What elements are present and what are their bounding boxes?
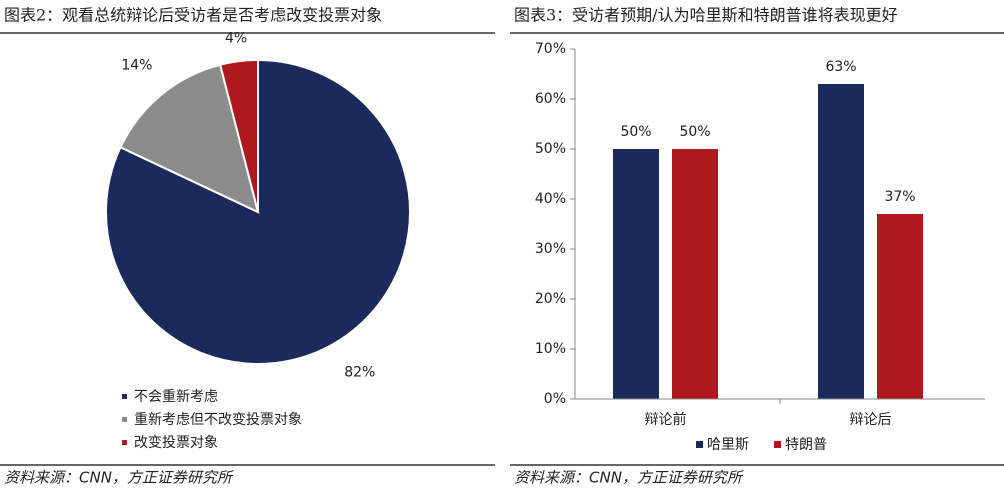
y-tick-label: 0% xyxy=(544,391,566,407)
legend-marker xyxy=(696,441,703,448)
y-tick-label: 50% xyxy=(535,141,566,157)
y-tick-label: 10% xyxy=(535,341,566,357)
legend-label: 特朗普 xyxy=(785,437,827,453)
value-label: 50% xyxy=(620,124,651,140)
y-tick-label: 60% xyxy=(535,91,566,107)
y-tick-label: 40% xyxy=(535,191,566,207)
legend-marker xyxy=(122,440,127,445)
bar xyxy=(877,214,923,399)
legend-label: 重新考虑但不改变投票对象 xyxy=(134,412,302,428)
value-label: 37% xyxy=(884,189,915,205)
chart-title: 图表3：受访者预期/认为哈里斯和特朗普谁将表现更好 xyxy=(514,6,898,25)
value-label: 63% xyxy=(825,59,856,75)
bar xyxy=(818,84,864,399)
legend-label: 改变投票对象 xyxy=(134,435,218,451)
value-label: 82% xyxy=(344,364,375,380)
y-tick-label: 70% xyxy=(535,41,566,57)
x-tick-label: 辩论后 xyxy=(850,412,892,428)
x-tick-label: 辩论前 xyxy=(645,411,687,428)
legend-marker xyxy=(122,417,127,422)
legend-label: 不会重新考虑 xyxy=(134,389,218,405)
value-label: 4% xyxy=(225,30,247,46)
legend-marker xyxy=(774,441,781,448)
source: 资料来源：CNN，方正证券研究所 xyxy=(4,469,234,487)
y-tick-label: 20% xyxy=(535,291,566,307)
pie-slice xyxy=(218,58,259,213)
value-label: 50% xyxy=(679,124,710,140)
bar xyxy=(613,149,659,399)
bar xyxy=(672,149,718,399)
y-tick-label: 30% xyxy=(535,241,566,257)
chart-title: 图表2：观看总统辩论后受访者是否考虑改变投票对象 xyxy=(4,6,382,25)
pie-slice xyxy=(119,63,260,214)
value-label: 14% xyxy=(121,58,152,74)
source: 资料来源：CNN，方正证券研究所 xyxy=(514,469,744,487)
legend-label: 哈里斯 xyxy=(707,437,749,453)
legend-marker xyxy=(122,394,127,399)
